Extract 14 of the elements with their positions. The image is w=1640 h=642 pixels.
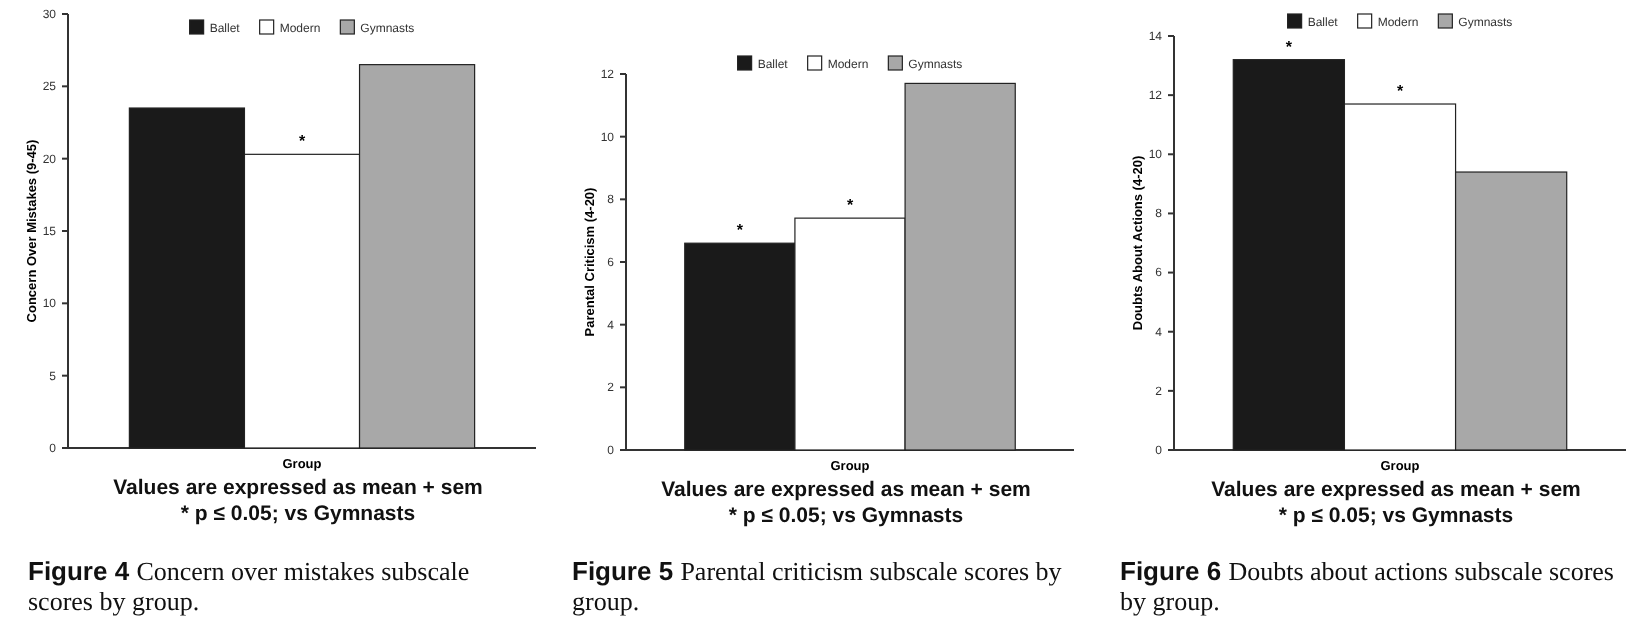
text: * p ≤ 0.05; vs Gymnasts: [1278, 504, 1514, 528]
caption: Figure 6 Doubts about actions subscale scores by group.: [1120, 556, 1614, 616]
data-label: *: [736, 221, 745, 240]
text: Values are expressed as mean + sem: [661, 478, 1031, 502]
caption: Figure 4 Concern over mistakes subscale scores by group.: [28, 556, 470, 616]
text: Figure 5 Parental criticism subscale scores by group.: [572, 556, 1062, 616]
data-label: *: [298, 132, 307, 151]
data-label: *: [846, 196, 855, 215]
data-label: *: [1285, 37, 1294, 56]
text: Values are expressed as mean + sem: [113, 476, 483, 500]
text: * p ≤ 0.05; vs Gymnasts: [728, 504, 964, 528]
data-label: *: [1396, 82, 1405, 101]
text: Values are expressed as mean + sem: [1211, 478, 1581, 502]
text: * p ≤ 0.05; vs Gymnasts: [180, 502, 416, 526]
